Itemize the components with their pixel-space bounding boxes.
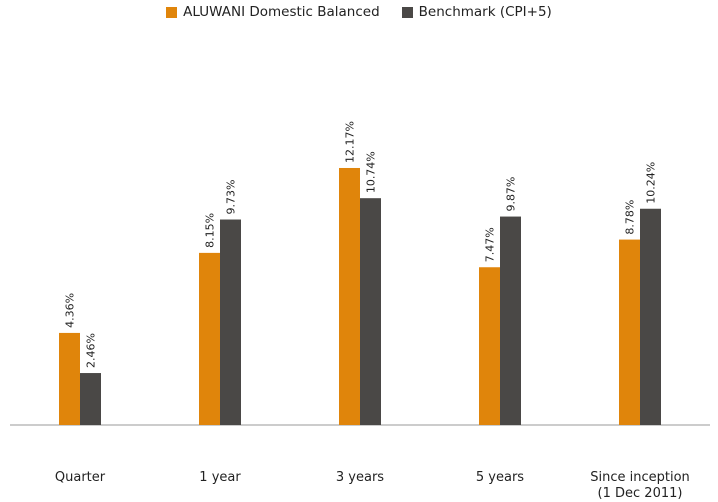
legend-label-fund: ALUWANI Domestic Balanced	[183, 4, 380, 20]
data-label-fund-0: 4.36%	[64, 293, 77, 328]
data-label-benchmark-4: 10.24%	[645, 162, 658, 204]
category-label-1: 1 year	[199, 470, 241, 485]
legend-item-fund: ALUWANI Domestic Balanced	[166, 4, 380, 20]
data-label-benchmark-1: 9.73%	[225, 180, 238, 215]
category-label-2: 3 years	[336, 470, 384, 485]
bar-fund-0	[59, 332, 80, 425]
category-label-3: 5 years	[476, 470, 524, 485]
data-label-benchmark-0: 2.46%	[85, 333, 98, 368]
data-label-fund-1: 8.15%	[204, 213, 217, 248]
bar-benchmark-0	[80, 373, 101, 425]
legend-item-benchmark: Benchmark (CPI+5)	[401, 4, 552, 20]
legend-swatch-fund	[166, 6, 178, 18]
category-label-4-line2: (1 Dec 2011)	[598, 486, 683, 501]
bar-fund-4	[619, 239, 640, 425]
legend-swatch-benchmark	[401, 6, 413, 18]
bar-fund-2	[339, 167, 360, 425]
category-label-4: Since inception	[590, 470, 690, 485]
bar-benchmark-4	[640, 208, 661, 425]
bar-benchmark-3	[500, 216, 521, 425]
legend-label-benchmark: Benchmark (CPI+5)	[418, 4, 552, 20]
data-label-benchmark-3: 9.87%	[505, 177, 518, 212]
bar-benchmark-2	[360, 198, 381, 425]
chart-legend: ALUWANI Domestic Balanced Benchmark (CPI…	[0, 4, 718, 20]
bar-benchmark-1	[220, 219, 241, 425]
category-label-0: Quarter	[55, 470, 106, 485]
data-label-benchmark-2: 10.74%	[365, 151, 378, 193]
data-label-fund-3: 7.47%	[484, 227, 497, 262]
data-label-fund-2: 12.17%	[344, 121, 357, 163]
bar-fund-1	[199, 252, 220, 425]
data-label-fund-4: 8.78%	[624, 200, 637, 235]
bar-fund-3	[479, 267, 500, 425]
